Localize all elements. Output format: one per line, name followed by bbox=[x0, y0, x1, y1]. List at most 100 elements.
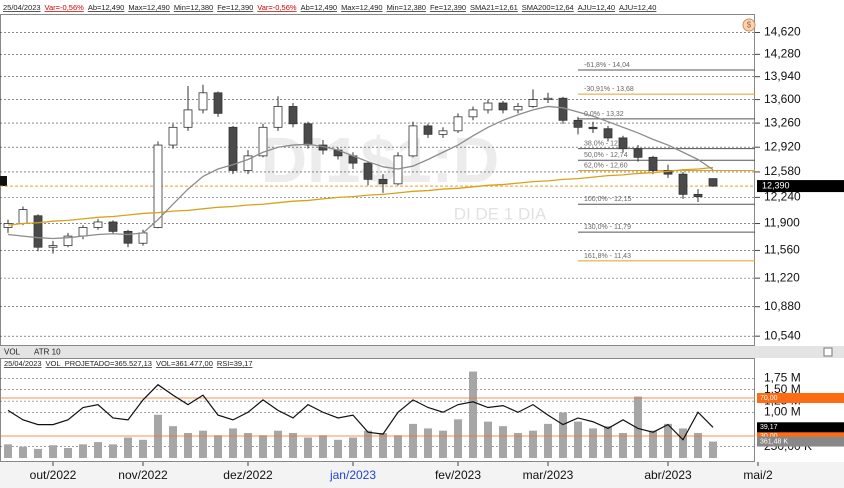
candle-body bbox=[108, 221, 118, 232]
x-tick-label: mai/2 bbox=[743, 468, 773, 482]
header: 25/04/2023 Var=-0,56% Ab=12,490 Max=12,490 M… bbox=[3, 3, 656, 12]
last-price-box bbox=[757, 180, 844, 193]
rsi-level-label: 70,00 bbox=[760, 395, 778, 402]
rsi-last-box bbox=[757, 422, 844, 433]
panel-info-item: VOL=361.477,00 bbox=[156, 359, 213, 368]
volume-bar bbox=[304, 437, 312, 458]
volume-bar bbox=[559, 412, 567, 458]
panel-tab: ATR 10 bbox=[34, 348, 61, 357]
header-item: Min=12,380 bbox=[174, 3, 213, 12]
volume-bar bbox=[139, 439, 147, 458]
watermark: DI1$1:D bbox=[261, 124, 499, 196]
y-tick-label: 12,580 bbox=[764, 164, 801, 178]
volume-bar bbox=[529, 430, 537, 458]
sma200-line bbox=[7, 166, 714, 226]
candle-body bbox=[153, 144, 163, 228]
y-tick-label: 14,620 bbox=[764, 25, 801, 39]
candle-body bbox=[648, 156, 658, 171]
dividend-icon[interactable] bbox=[742, 18, 756, 32]
lower-panel-bar bbox=[0, 346, 844, 358]
volume-bar bbox=[424, 428, 432, 458]
volume-bar bbox=[364, 430, 372, 458]
volume-bar bbox=[244, 432, 252, 458]
volume-bar bbox=[64, 447, 72, 458]
fib-label: 100,0% - 12,15 bbox=[584, 196, 632, 203]
header-item: Ab=12,490 bbox=[88, 3, 125, 12]
header-item: Max=12,490 bbox=[128, 3, 170, 12]
header-item: AJU=12,40 bbox=[619, 3, 656, 12]
y-tick-label: 11,560 bbox=[764, 243, 800, 257]
volume-bar bbox=[394, 435, 402, 458]
header-item: SMA200=12,64 bbox=[522, 3, 574, 12]
volume-bar bbox=[589, 428, 597, 458]
candle-body bbox=[588, 126, 598, 130]
rsi-level-box bbox=[757, 393, 844, 403]
candle-body bbox=[303, 123, 313, 146]
candle-body bbox=[663, 170, 673, 175]
volume-bar bbox=[649, 430, 657, 458]
candle-body bbox=[513, 106, 523, 111]
header-item: SMA21=12,61 bbox=[470, 3, 518, 12]
candle-body bbox=[468, 109, 478, 118]
candle-body bbox=[363, 162, 373, 180]
price-marker bbox=[0, 176, 7, 186]
y-tick-label: 13,600 bbox=[764, 92, 801, 106]
volume-bar bbox=[574, 421, 582, 458]
candle-body bbox=[78, 227, 88, 237]
volume-bar bbox=[514, 432, 522, 458]
y-tick-label: 14,280 bbox=[764, 46, 801, 60]
candle-body bbox=[93, 221, 103, 228]
candle-body bbox=[618, 137, 628, 150]
header-item: Var=-0,56% bbox=[45, 3, 85, 12]
x-tick-label: abr/2023 bbox=[644, 468, 692, 482]
volume-bar bbox=[169, 426, 177, 458]
panel-button[interactable] bbox=[823, 347, 833, 357]
candle-body bbox=[123, 230, 133, 244]
header-item: Fe=12,390 bbox=[217, 3, 253, 12]
volume-bar bbox=[484, 421, 492, 458]
volume-last-box bbox=[757, 436, 844, 447]
fib-label: 161,8% - 11,43 bbox=[584, 253, 631, 260]
candle-body bbox=[3, 223, 13, 228]
header-item: Ab=12,490 bbox=[301, 3, 338, 12]
candle-body bbox=[483, 102, 493, 111]
fib-label: 0,0% - 13,32 bbox=[584, 111, 624, 118]
volume-tick-label: 1,00 M bbox=[764, 405, 801, 419]
volume-bar bbox=[49, 445, 57, 458]
volume-bar bbox=[664, 423, 672, 458]
y-tick-label: 12,240 bbox=[764, 190, 801, 204]
candle-body bbox=[198, 92, 208, 111]
candle-body bbox=[273, 106, 283, 128]
x-tick-label: dez/2022 bbox=[223, 468, 273, 482]
fib-label: -61,8% - 14,04 bbox=[584, 62, 630, 69]
y-tick-label: 12,920 bbox=[764, 139, 801, 153]
candle-body bbox=[693, 193, 703, 198]
rsi-level-label: 30,00 bbox=[760, 433, 778, 440]
candle-body bbox=[33, 215, 43, 248]
volume-bar bbox=[319, 435, 327, 458]
fib-label: 38,0% - 12,90 bbox=[584, 140, 628, 147]
volume-bar bbox=[4, 444, 12, 458]
candle-body bbox=[213, 92, 223, 114]
x-tick-label: jan/2023 bbox=[329, 468, 376, 482]
header-item: Max=12,490 bbox=[341, 3, 383, 12]
header-item: AJU=12,40 bbox=[578, 3, 615, 12]
x-tick-label: mar/2023 bbox=[523, 468, 574, 482]
volume-bar bbox=[34, 448, 42, 458]
volume-bar bbox=[79, 444, 87, 458]
volume-bar bbox=[94, 442, 102, 458]
candle-body bbox=[633, 148, 643, 158]
x-tick-label: out/2022 bbox=[30, 468, 77, 482]
candle-body bbox=[528, 99, 538, 107]
volume-bar bbox=[19, 446, 27, 458]
dividend-icon-glyph: $ bbox=[747, 21, 752, 30]
volume-last-label: 361,48 K bbox=[760, 438, 788, 445]
volume-bar bbox=[469, 371, 477, 458]
volume-bar bbox=[184, 432, 192, 458]
panel-info-item: 25/04/2023 bbox=[4, 359, 42, 368]
volume-tick-label: 1,75 M bbox=[764, 371, 801, 385]
header-item: Fe=12,390 bbox=[430, 3, 466, 12]
volume-bar bbox=[679, 428, 687, 458]
